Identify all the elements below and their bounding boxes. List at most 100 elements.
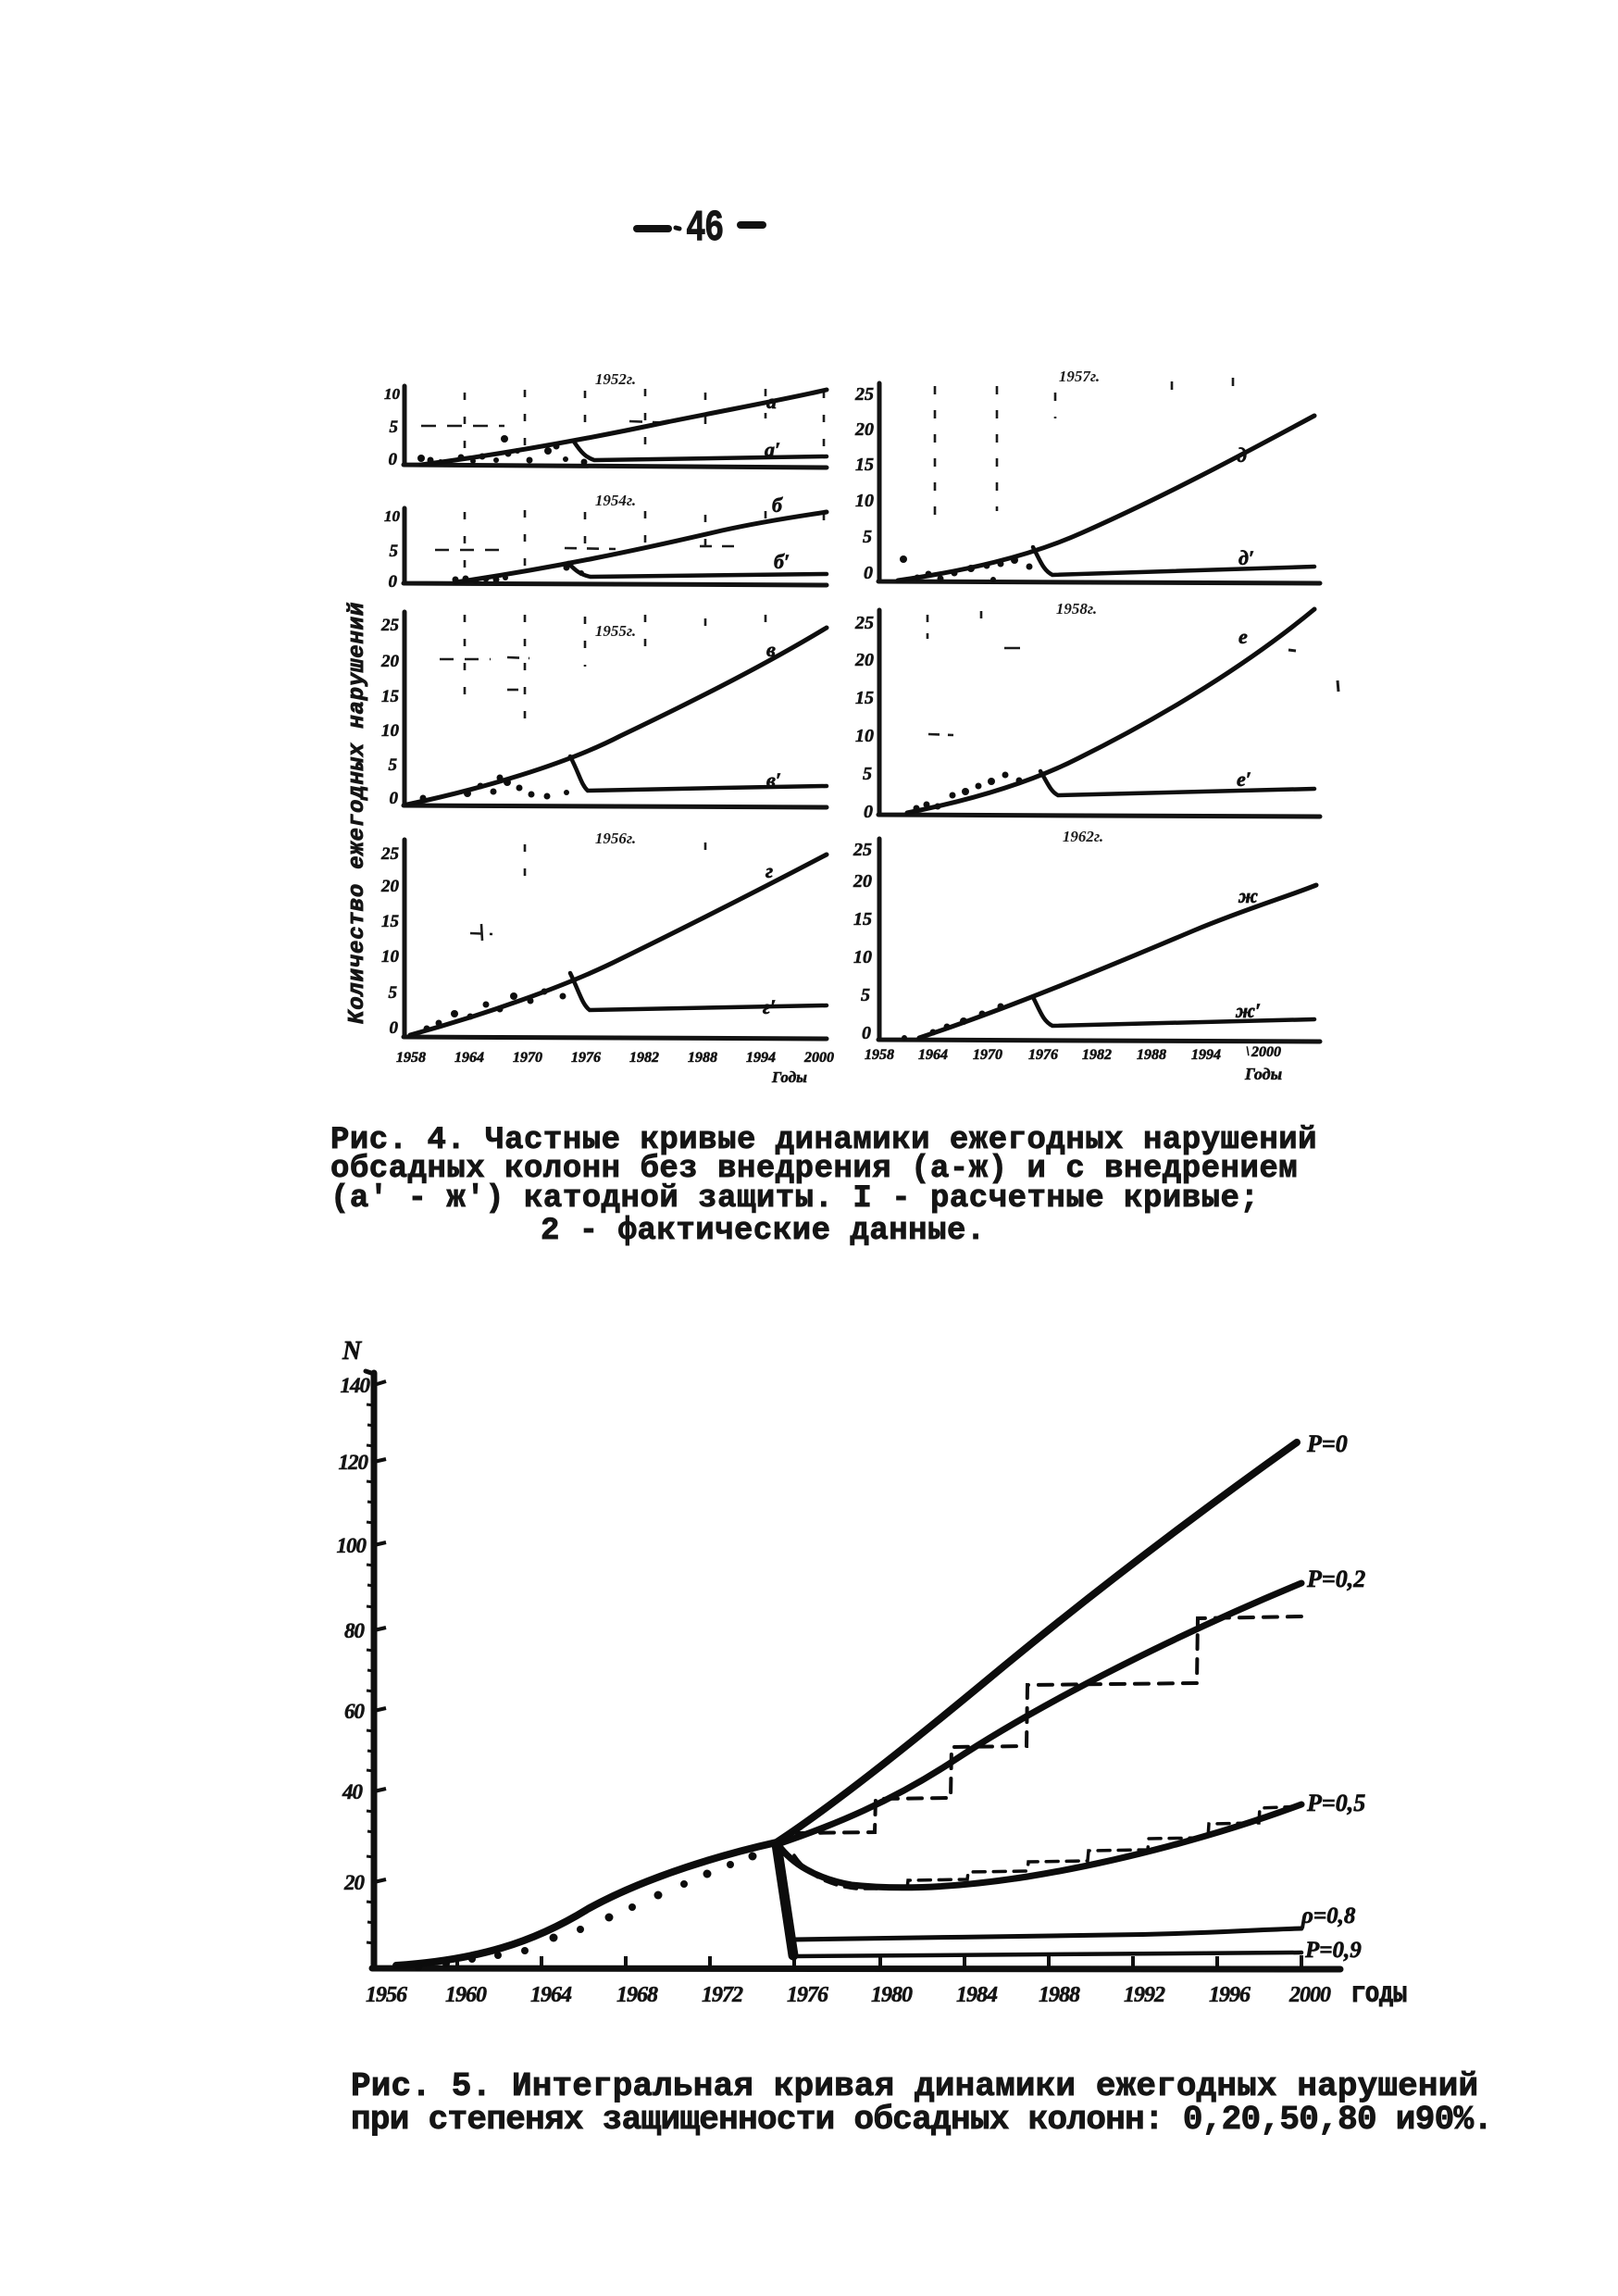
svg-text:20: 20 bbox=[380, 652, 400, 671]
svg-text:Количество ежегодных нарушений: Количество ежегодных нарушений bbox=[345, 602, 370, 1024]
svg-text:1955г.: 1955г. bbox=[595, 622, 636, 640]
svg-text:1956: 1956 bbox=[366, 1983, 407, 2007]
svg-text:1976: 1976 bbox=[571, 1050, 601, 1066]
svg-text:10: 10 bbox=[381, 947, 400, 967]
svg-text:б′: б′ bbox=[774, 550, 790, 573]
svg-text:20: 20 bbox=[343, 1871, 366, 1894]
svg-text:N: N bbox=[342, 1337, 363, 1366]
svg-text:2000: 2000 bbox=[1251, 1044, 1281, 1060]
svg-text:1958: 1958 bbox=[396, 1050, 426, 1066]
svg-text:1972: 1972 bbox=[702, 1983, 743, 2007]
svg-text:1956г.: 1956г. bbox=[595, 830, 636, 847]
svg-text:P=0,2: P=0,2 bbox=[1306, 1566, 1365, 1592]
svg-text:(а′ - ж′) катодной защиты. I -: (а′ - ж′) катодной защиты. I - расчетные… bbox=[330, 1181, 1259, 1217]
svg-text:100: 100 bbox=[337, 1534, 367, 1557]
svg-text:д′: д′ bbox=[1238, 546, 1254, 569]
svg-text:1952г.: 1952г. bbox=[595, 370, 636, 388]
svg-text:20: 20 bbox=[854, 650, 874, 670]
svg-text:20: 20 bbox=[853, 871, 872, 892]
svg-text:25: 25 bbox=[854, 613, 874, 633]
svg-text:1984: 1984 bbox=[956, 1983, 998, 2007]
svg-text:0: 0 bbox=[389, 450, 398, 469]
svg-text:1976: 1976 bbox=[1028, 1047, 1058, 1063]
svg-text:25: 25 bbox=[380, 616, 400, 635]
svg-text:0: 0 bbox=[390, 1018, 399, 1038]
svg-text:Рис. 5. Интегральная кривая ди: Рис. 5. Интегральная кривая динамики еже… bbox=[351, 2067, 1478, 2105]
svg-text:1964: 1964 bbox=[918, 1047, 948, 1063]
svg-text:2 - фактические данные.: 2 - фактические данные. bbox=[541, 1214, 986, 1249]
svg-text:в′: в′ bbox=[766, 768, 781, 792]
svg-text:\: \ bbox=[1246, 1044, 1250, 1059]
svg-text:е: е bbox=[1238, 625, 1248, 648]
svg-text:1976: 1976 bbox=[787, 1983, 828, 2007]
svg-text:1960: 1960 bbox=[445, 1983, 487, 2007]
svg-text:а: а bbox=[766, 390, 777, 413]
svg-text:б: б bbox=[772, 493, 783, 517]
svg-text:46: 46 bbox=[686, 204, 723, 254]
svg-text:10: 10 bbox=[384, 385, 401, 403]
svg-text:25: 25 bbox=[854, 384, 874, 405]
svg-text:5: 5 bbox=[861, 985, 870, 1005]
svg-text:10: 10 bbox=[853, 947, 872, 967]
svg-text:120: 120 bbox=[339, 1451, 369, 1474]
svg-text:20: 20 bbox=[380, 877, 400, 896]
svg-text:20: 20 bbox=[854, 419, 874, 440]
svg-text:1954г.: 1954г. bbox=[595, 492, 636, 509]
svg-text:д: д bbox=[1237, 443, 1247, 467]
svg-text:1996: 1996 bbox=[1209, 1983, 1251, 2007]
svg-text:10: 10 bbox=[855, 491, 874, 511]
svg-text:10: 10 bbox=[855, 726, 874, 746]
svg-text:е′: е′ bbox=[1237, 767, 1251, 791]
svg-text:1964: 1964 bbox=[454, 1050, 484, 1066]
svg-text:1992: 1992 bbox=[1124, 1983, 1165, 2007]
svg-text:0: 0 bbox=[390, 789, 399, 808]
svg-text:1958г.: 1958г. bbox=[1056, 600, 1097, 618]
svg-text:25: 25 bbox=[380, 844, 400, 864]
svg-text:а′: а′ bbox=[765, 438, 780, 461]
svg-text:60: 60 bbox=[344, 1700, 366, 1723]
svg-text:0: 0 bbox=[389, 572, 398, 592]
svg-text:0: 0 bbox=[864, 563, 873, 583]
svg-text:10: 10 bbox=[381, 721, 400, 741]
svg-text:Рис. 4. Частные кривые динамик: Рис. 4. Частные кривые динамики ежегодны… bbox=[330, 1123, 1317, 1158]
svg-text:P=0: P=0 bbox=[1306, 1430, 1348, 1457]
svg-text:1958: 1958 bbox=[865, 1047, 894, 1063]
svg-text:ж′: ж′ bbox=[1235, 999, 1261, 1022]
svg-text:1994: 1994 bbox=[1191, 1047, 1221, 1063]
svg-text:5: 5 bbox=[389, 755, 398, 775]
svg-text:140: 140 bbox=[341, 1374, 371, 1397]
svg-text:15: 15 bbox=[381, 912, 400, 931]
svg-text:1982: 1982 bbox=[629, 1050, 659, 1066]
svg-text:1957г.: 1957г. bbox=[1059, 368, 1100, 385]
svg-text:1970: 1970 bbox=[973, 1047, 1002, 1063]
svg-text:5: 5 bbox=[390, 418, 399, 437]
svg-text:Годы: Годы bbox=[1244, 1065, 1282, 1083]
svg-text:2000: 2000 bbox=[803, 1050, 834, 1066]
svg-text:0: 0 bbox=[862, 1023, 871, 1043]
svg-text:80: 80 bbox=[344, 1619, 366, 1642]
svg-text:5: 5 bbox=[389, 983, 398, 1003]
svg-text:15: 15 bbox=[855, 688, 874, 708]
svg-text:15: 15 bbox=[381, 687, 400, 706]
svg-text:г: г bbox=[765, 859, 773, 882]
svg-text:5: 5 bbox=[863, 764, 872, 784]
svg-text:1968: 1968 bbox=[616, 1983, 658, 2007]
svg-text:P=0,5: P=0,5 bbox=[1306, 1790, 1365, 1816]
svg-text:ρ=0,8: ρ=0,8 bbox=[1301, 1903, 1356, 1928]
svg-text:1988: 1988 bbox=[1137, 1047, 1166, 1063]
svg-text:обсадных колонн без внедрения: обсадных колонн без внедрения (а-ж) и с … bbox=[330, 1152, 1298, 1187]
svg-text:1970: 1970 bbox=[513, 1050, 542, 1066]
svg-text:15: 15 bbox=[853, 909, 872, 930]
svg-text:ж: ж bbox=[1238, 884, 1258, 907]
svg-text:г′: г′ bbox=[763, 995, 776, 1018]
svg-text:ГОДЫ: ГОДЫ bbox=[1351, 1982, 1407, 2009]
svg-text:P=0,9: P=0,9 bbox=[1304, 1938, 1362, 1963]
svg-text:40: 40 bbox=[342, 1780, 364, 1803]
svg-text:1962г.: 1962г. bbox=[1063, 828, 1103, 845]
svg-text:5: 5 bbox=[863, 527, 872, 547]
svg-text:1982: 1982 bbox=[1082, 1047, 1112, 1063]
svg-text:15: 15 bbox=[855, 455, 874, 475]
svg-text:1980: 1980 bbox=[871, 1983, 913, 2007]
svg-text:в: в bbox=[766, 638, 776, 661]
svg-text:при степенях защищенности обса: при степенях защищенности обсадных колон… bbox=[351, 2101, 1492, 2139]
